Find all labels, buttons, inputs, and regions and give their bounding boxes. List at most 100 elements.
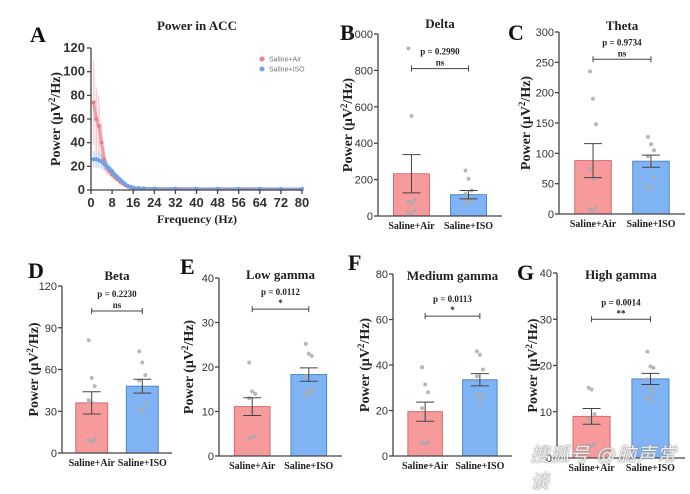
- y-tick-label: 120: [39, 281, 57, 293]
- category-label: Saline+ISO: [284, 461, 333, 472]
- data-point: [306, 393, 311, 398]
- data-point: [137, 349, 142, 354]
- significance-label: ns: [113, 300, 122, 310]
- data-point: [651, 175, 656, 180]
- data-point: [591, 208, 596, 213]
- data-point: [477, 401, 482, 406]
- data-point: [104, 164, 109, 169]
- x-tick-label: 56: [231, 195, 245, 210]
- y-tick-label: 20: [540, 361, 552, 373]
- p-value-label: p = 0.2990: [420, 47, 460, 57]
- data-point: [648, 386, 653, 391]
- x-tick-label: 72: [274, 195, 288, 210]
- y-tick-label: 600: [355, 102, 373, 114]
- x-tick-label: 32: [168, 195, 182, 210]
- data-point: [306, 351, 311, 356]
- panel-letter: E: [180, 254, 195, 279]
- y-tick-label: 40: [376, 360, 388, 372]
- category-label: Saline+ISO: [444, 221, 493, 232]
- category-label: Saline+ISO: [626, 463, 675, 474]
- data-point: [99, 159, 104, 164]
- data-point: [141, 186, 146, 191]
- y-tick-label: 80: [376, 269, 388, 281]
- panel-letter: B: [340, 20, 355, 45]
- data-point: [131, 185, 136, 190]
- data-point: [589, 387, 594, 392]
- category-label: Saline+ISO: [626, 219, 675, 230]
- chart-title: Low gamma: [246, 267, 315, 282]
- data-point: [409, 212, 414, 217]
- y-tick-label: 1000: [349, 29, 373, 41]
- data-point: [118, 177, 123, 182]
- chart-title: Theta: [606, 18, 639, 33]
- chart-title: Beta: [104, 268, 130, 283]
- y-tick-label: 90: [45, 323, 57, 335]
- significance-label: **: [617, 308, 627, 318]
- chart-title: Medium gamma: [407, 268, 499, 283]
- data-point: [594, 205, 599, 210]
- data-point: [406, 199, 411, 204]
- data-point: [303, 391, 308, 396]
- data-point: [592, 412, 597, 417]
- data-point: [651, 148, 656, 153]
- panel-letter: F: [348, 250, 361, 275]
- y-tick-label: 50: [542, 179, 554, 191]
- data-point: [591, 96, 596, 101]
- data-point: [648, 364, 653, 369]
- y-tick-label: 20: [376, 406, 388, 418]
- legend-label: Saline+ISO: [269, 67, 305, 74]
- significance-label: *: [450, 305, 455, 315]
- data-point: [586, 443, 591, 448]
- panel-letter: G: [517, 260, 534, 285]
- data-point: [469, 197, 474, 202]
- y-tick-label: 120: [63, 40, 85, 55]
- data-point: [140, 409, 145, 414]
- data-point: [474, 393, 479, 398]
- x-axis-label: Frequency (Hz): [157, 212, 237, 226]
- data-point: [645, 134, 650, 139]
- data-point: [477, 352, 482, 357]
- panel-letter: D: [28, 258, 44, 283]
- category-label: Saline+Air: [570, 219, 617, 230]
- x-tick-label: 16: [126, 195, 140, 210]
- significance-label: ns: [618, 48, 627, 58]
- data-point: [143, 373, 148, 378]
- y-tick-label: 20: [202, 362, 214, 374]
- data-point: [412, 208, 417, 213]
- data-point: [120, 179, 125, 184]
- y-tick-label: 60: [45, 365, 57, 377]
- category-label: Saline+Air: [229, 461, 276, 472]
- bar-saline-iso: [125, 385, 159, 454]
- data-point: [466, 201, 471, 206]
- data-point: [406, 46, 411, 51]
- y-tick-label: 100: [63, 64, 85, 79]
- data-point: [477, 392, 482, 397]
- data-point: [303, 341, 308, 346]
- y-axis-label: Power (μV2/Hz): [47, 72, 64, 167]
- legend-label: Saline+Air: [269, 57, 302, 64]
- p-value-label: p = 0.0113: [433, 294, 472, 304]
- bar-saline-iso: [290, 374, 328, 457]
- y-tick-label: 100: [536, 148, 554, 160]
- data-point: [309, 389, 314, 394]
- category-label: Saline+ISO: [455, 461, 504, 472]
- data-point: [309, 353, 314, 358]
- data-point: [474, 349, 479, 354]
- data-point: [253, 391, 258, 396]
- data-point: [594, 122, 599, 127]
- chart-title: Delta: [425, 16, 455, 31]
- y-axis-label: Power (μV2/Hz): [517, 76, 534, 171]
- y-tick-label: 400: [355, 138, 373, 150]
- y-axis-label: Power (μV2/Hz): [339, 78, 356, 173]
- data-point: [306, 387, 311, 392]
- data-point: [474, 374, 479, 379]
- data-point: [102, 157, 107, 162]
- data-point: [420, 440, 425, 445]
- category-label: Saline+Air: [69, 458, 116, 469]
- chart-title: High gamma: [585, 267, 657, 282]
- data-point: [303, 373, 308, 378]
- p-value-label: p = 0.2230: [97, 289, 137, 299]
- data-point: [92, 384, 97, 389]
- data-point: [136, 186, 141, 191]
